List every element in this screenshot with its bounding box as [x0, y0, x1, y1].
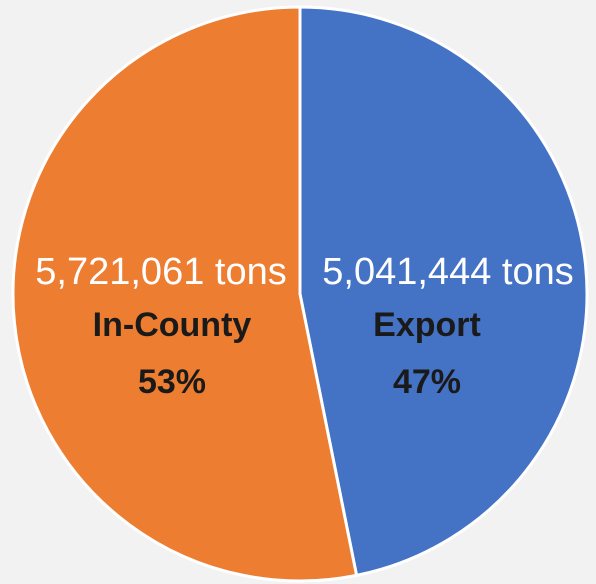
in-county-name-label: In-County [93, 306, 252, 344]
export-slice [298, 5, 589, 577]
in-county-slice [11, 5, 359, 583]
labels-layer: 5,041,444 tons Export 47% 5,721,061 tons… [35, 251, 573, 401]
export-value-label: 5,041,444 tons [322, 251, 573, 293]
export-name-label: Export [373, 306, 481, 344]
export-percent-label: 47% [393, 363, 461, 401]
in-county-percent-label: 53% [138, 363, 206, 401]
in-county-value-label: 5,721,061 tons [35, 251, 286, 293]
slices-layer [11, 5, 589, 583]
